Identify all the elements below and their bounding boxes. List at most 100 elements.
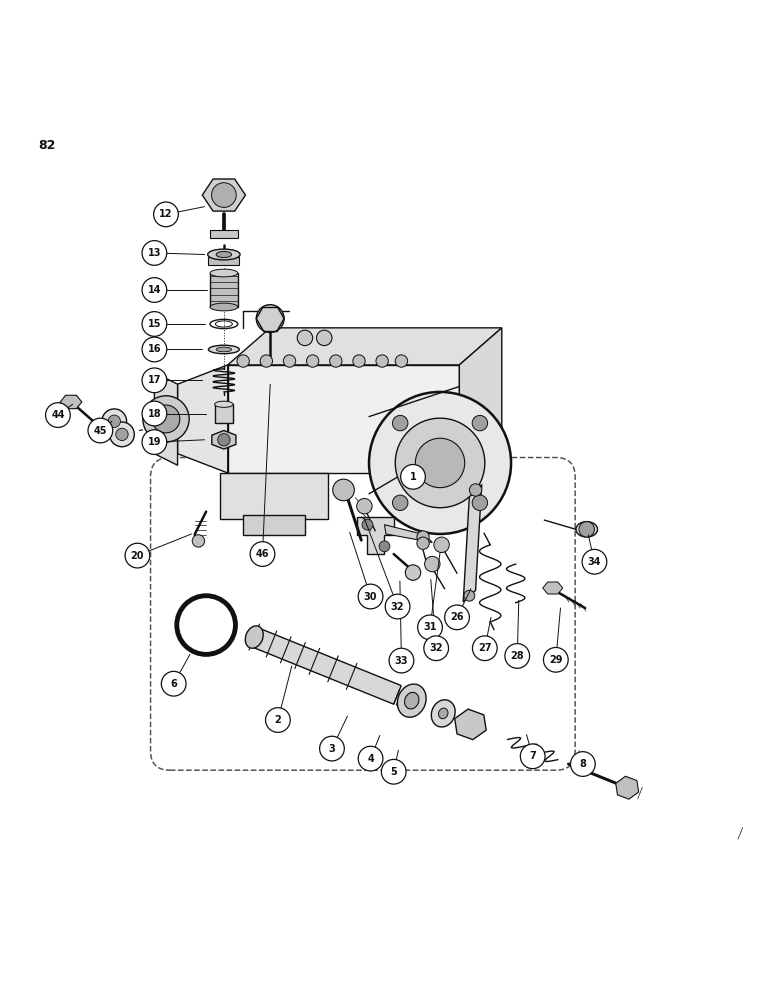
Circle shape [116, 428, 128, 441]
Text: 27: 27 [478, 643, 492, 653]
Ellipse shape [216, 347, 232, 352]
Circle shape [395, 355, 408, 367]
Text: 46: 46 [256, 549, 269, 559]
Circle shape [260, 355, 273, 367]
Circle shape [256, 305, 284, 332]
Text: 32: 32 [391, 602, 405, 612]
Circle shape [102, 409, 127, 434]
Text: 2: 2 [275, 715, 281, 725]
Circle shape [417, 537, 429, 549]
Circle shape [505, 644, 530, 668]
Circle shape [46, 403, 70, 427]
Polygon shape [459, 328, 502, 473]
Circle shape [320, 736, 344, 761]
Circle shape [358, 584, 383, 609]
Bar [215, 404, 233, 423]
Circle shape [582, 549, 607, 574]
Bar [210, 273, 238, 307]
Bar [208, 257, 239, 265]
Circle shape [392, 415, 408, 431]
Circle shape [142, 430, 167, 454]
Ellipse shape [438, 708, 448, 719]
Circle shape [445, 605, 469, 630]
Text: 13: 13 [147, 248, 161, 258]
Circle shape [376, 355, 388, 367]
Text: 17: 17 [147, 375, 161, 385]
Ellipse shape [405, 692, 419, 709]
Circle shape [333, 479, 354, 501]
Polygon shape [228, 328, 502, 365]
Circle shape [472, 636, 497, 661]
Circle shape [571, 752, 595, 776]
Polygon shape [384, 525, 432, 542]
Polygon shape [154, 373, 178, 465]
Ellipse shape [432, 700, 455, 727]
Circle shape [395, 418, 485, 508]
Circle shape [520, 744, 545, 769]
Circle shape [330, 355, 342, 367]
Text: 3: 3 [329, 744, 335, 754]
Polygon shape [543, 582, 563, 594]
Text: 30: 30 [364, 591, 378, 601]
Circle shape [434, 537, 449, 552]
Circle shape [579, 522, 594, 537]
Circle shape [142, 401, 167, 426]
Text: 32: 32 [429, 643, 443, 653]
Circle shape [142, 312, 167, 336]
Circle shape [415, 438, 465, 488]
Circle shape [317, 330, 332, 346]
Circle shape [125, 543, 150, 568]
Bar [210, 230, 238, 238]
Circle shape [424, 636, 449, 661]
Text: 4: 4 [367, 754, 374, 764]
Circle shape [379, 541, 390, 552]
Polygon shape [357, 517, 394, 554]
Circle shape [161, 671, 186, 696]
Circle shape [142, 368, 167, 393]
Text: 33: 33 [394, 656, 408, 666]
Text: 12: 12 [159, 209, 173, 219]
Ellipse shape [398, 684, 426, 717]
Circle shape [389, 648, 414, 673]
Text: 45: 45 [93, 426, 107, 436]
Text: 19: 19 [147, 437, 161, 447]
Circle shape [142, 278, 167, 302]
Text: 29: 29 [549, 655, 563, 665]
Bar [228, 365, 459, 473]
Circle shape [472, 495, 488, 511]
Text: 31: 31 [423, 622, 437, 632]
Text: 26: 26 [450, 612, 464, 622]
Circle shape [464, 590, 475, 601]
Ellipse shape [576, 522, 598, 537]
Circle shape [108, 415, 120, 427]
Circle shape [353, 355, 365, 367]
Circle shape [152, 405, 180, 433]
Circle shape [110, 422, 134, 447]
Circle shape [88, 418, 113, 443]
Text: 34: 34 [587, 557, 601, 567]
Polygon shape [250, 628, 401, 704]
Text: 82: 82 [39, 139, 56, 152]
Circle shape [266, 708, 290, 732]
Polygon shape [212, 431, 236, 449]
Circle shape [357, 498, 372, 514]
Text: 18: 18 [147, 409, 161, 419]
Ellipse shape [216, 251, 232, 258]
Circle shape [401, 464, 425, 489]
Text: 28: 28 [510, 651, 524, 661]
Circle shape [192, 535, 205, 547]
Polygon shape [178, 365, 228, 473]
Ellipse shape [208, 249, 240, 260]
Circle shape [250, 542, 275, 566]
Ellipse shape [215, 401, 233, 407]
Polygon shape [220, 473, 328, 519]
Text: 15: 15 [147, 319, 161, 329]
Circle shape [306, 355, 319, 367]
Ellipse shape [208, 345, 239, 354]
Circle shape [381, 759, 406, 784]
Circle shape [142, 241, 167, 265]
Circle shape [417, 531, 429, 543]
Circle shape [425, 556, 440, 572]
Circle shape [297, 330, 313, 346]
Circle shape [369, 392, 511, 534]
